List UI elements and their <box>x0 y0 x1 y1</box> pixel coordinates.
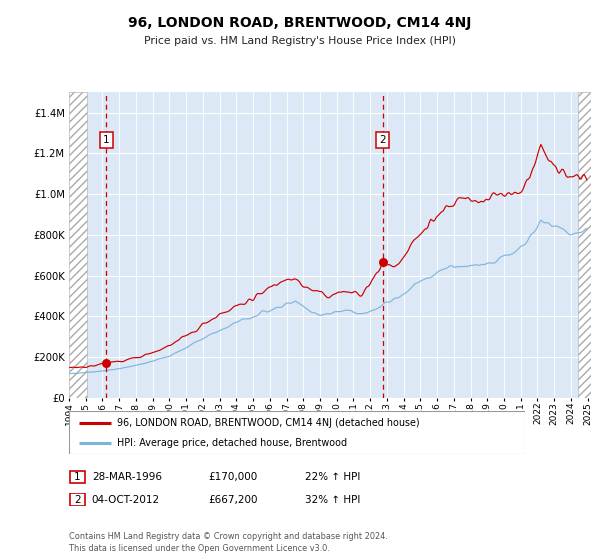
Text: 2: 2 <box>74 494 81 505</box>
Text: 1: 1 <box>103 135 110 144</box>
Text: 2: 2 <box>379 135 386 144</box>
Polygon shape <box>578 92 593 398</box>
Text: Price paid vs. HM Land Registry's House Price Index (HPI): Price paid vs. HM Land Registry's House … <box>144 36 456 46</box>
Text: 1: 1 <box>74 472 81 482</box>
Text: HPI: Average price, detached house, Brentwood: HPI: Average price, detached house, Bren… <box>117 438 347 448</box>
Text: 04-OCT-2012: 04-OCT-2012 <box>92 494 160 505</box>
Text: 96, LONDON ROAD, BRENTWOOD, CM14 4NJ (detached house): 96, LONDON ROAD, BRENTWOOD, CM14 4NJ (de… <box>117 418 419 427</box>
Text: 22% ↑ HPI: 22% ↑ HPI <box>305 472 360 482</box>
Text: 28-MAR-1996: 28-MAR-1996 <box>92 472 162 482</box>
Text: 96, LONDON ROAD, BRENTWOOD, CM14 4NJ: 96, LONDON ROAD, BRENTWOOD, CM14 4NJ <box>128 16 472 30</box>
Text: Contains HM Land Registry data © Crown copyright and database right 2024.
This d: Contains HM Land Registry data © Crown c… <box>69 532 388 553</box>
Polygon shape <box>69 92 87 398</box>
Text: £170,000: £170,000 <box>209 472 258 482</box>
Text: £667,200: £667,200 <box>209 494 259 505</box>
Text: 32% ↑ HPI: 32% ↑ HPI <box>305 494 360 505</box>
